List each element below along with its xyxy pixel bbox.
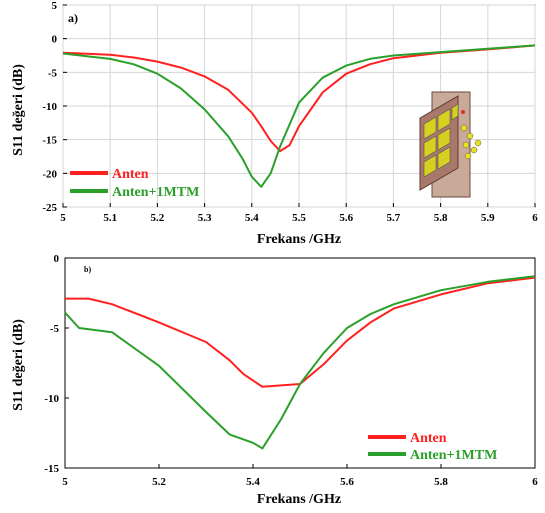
legend-label: Anten+1MTM	[410, 448, 497, 463]
series-line-anten-1mtm	[64, 275, 536, 450]
chart-b-y-axis: 0 -5 -10 -15	[44, 253, 69, 475]
chart-b: 0 -5 -10 -15 5 5.2 5.4 5.6 5.8 6 Anten Anten+1MTM…	[11, 253, 538, 507]
series-line-anten	[62, 44, 536, 153]
chart-b-y-axis-label: S11 değeri (dB)	[11, 319, 26, 411]
x-tick-label: 5.8	[434, 476, 448, 488]
antenna-inset-image	[419, 91, 482, 198]
x-tick-label: 5	[60, 212, 66, 224]
x-tick-label: 5.2	[152, 476, 166, 488]
x-tick-label: 5.2	[151, 212, 165, 224]
chart-a-series-group	[62, 44, 536, 188]
x-tick-label: 5	[62, 476, 68, 488]
series-line-anten	[65, 276, 536, 388]
x-tick-label: 5.4	[245, 212, 259, 224]
chart-b-x-axis: 5 5.2 5.4 5.6 5.8 6	[62, 464, 538, 488]
x-tick-label: 5.1	[103, 212, 117, 224]
chart-a-panel-label: a)	[68, 11, 78, 25]
x-tick-label: 5.9	[481, 212, 495, 224]
chart-b-x-axis-label: Frekans /GHz	[257, 492, 341, 507]
chart-b-series-group	[64, 275, 536, 450]
legend-label: Anten+1MTM	[112, 185, 199, 200]
chart-a-legend: Anten Anten+1MTM	[70, 167, 199, 200]
y-tick-label: -15	[42, 135, 57, 147]
chart-a-y-axis: 5 0 -5 -10 -15 -20 -25	[42, 0, 67, 214]
x-tick-label: 5.8	[434, 212, 448, 224]
y-tick-label: -10	[44, 393, 59, 405]
y-tick-label: -15	[44, 463, 59, 475]
chart-b-legend: Anten Anten+1MTM	[368, 431, 497, 463]
series-line-anten-1mtm	[62, 44, 536, 188]
chart-a-x-axis-label: Frekans /GHz	[257, 232, 341, 247]
x-tick-label: 5.4	[246, 476, 260, 488]
x-tick-label: 6	[532, 212, 538, 224]
chart-a: 50-5-10-15-20-25 5 5.1 5.2 5.3 5.4 5.5 5.6 5.7 5…	[11, 0, 538, 247]
x-tick-label: 6	[532, 476, 538, 488]
legend-label: Anten	[112, 167, 149, 182]
x-tick-label: 5.7	[387, 212, 401, 224]
x-tick-label: 5.6	[340, 476, 354, 488]
x-tick-label: 5.5	[292, 212, 306, 224]
chart-a-x-axis: 5 5.1 5.2 5.3 5.4 5.5 5.6 5.7 5.8 5.9 6	[60, 203, 538, 224]
y-tick-label: 0	[54, 253, 60, 265]
chart-b-panel-label: b)	[84, 265, 91, 274]
y-tick-label: -25	[42, 202, 57, 214]
chart-a-y-axis-label: S11 değeri (dB)	[11, 64, 26, 156]
y-tick-label: 5	[52, 0, 58, 12]
legend-label: Anten	[410, 431, 447, 446]
y-tick-label: 0	[52, 34, 58, 46]
y-tick-label: -20	[42, 168, 57, 180]
y-tick-label: -5	[48, 67, 58, 79]
x-tick-label: 5.6	[339, 212, 353, 224]
chart-b-plot-area	[64, 257, 536, 469]
y-tick-label: -5	[50, 323, 60, 335]
y-tick-label: -10	[42, 101, 57, 113]
x-tick-label: 5.3	[198, 212, 212, 224]
